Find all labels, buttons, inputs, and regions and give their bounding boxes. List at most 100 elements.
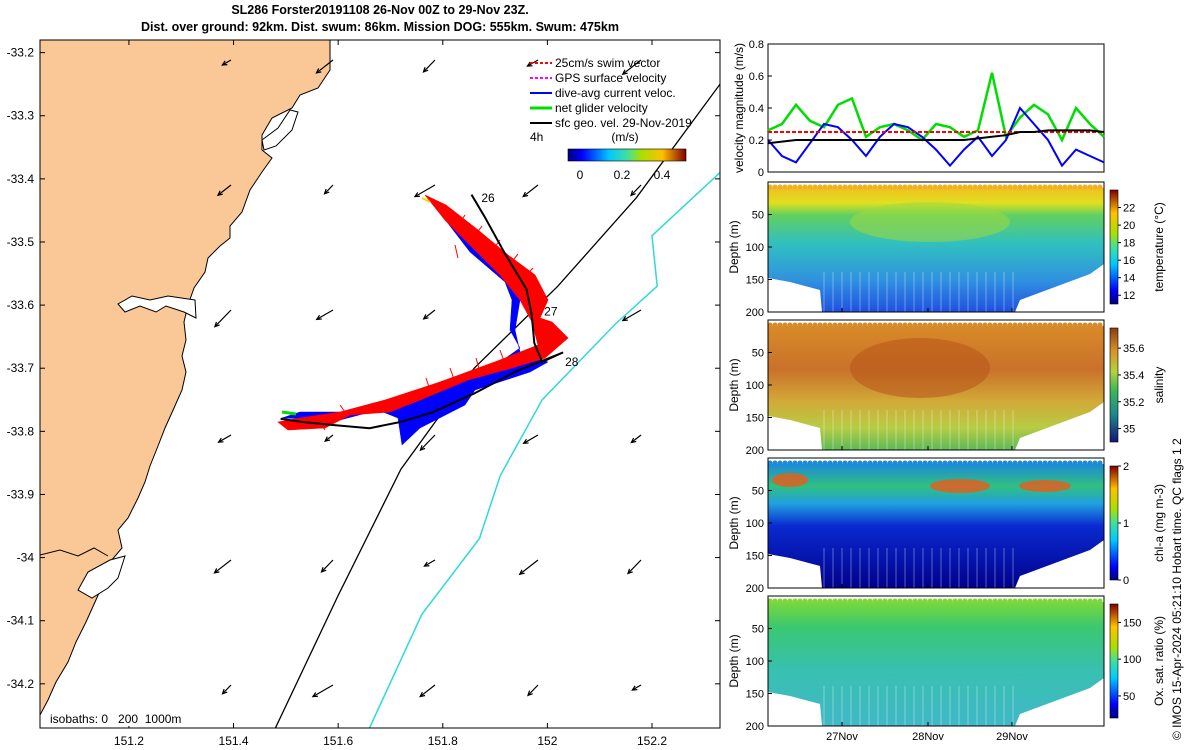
section-surface-sample [1057,184,1063,190]
geo-velocity-arrow [419,684,436,698]
section-surface-sample [962,598,968,604]
section-surface-sample [787,460,793,466]
legend-label: net glider velocity [555,101,648,115]
section-surface-sample [1087,460,1093,466]
section-surface-sample [1077,322,1083,328]
section-surface-sample [1072,460,1078,466]
section-surface-sample [832,322,838,328]
section-surface-sample [967,184,973,190]
section-surface-sample [992,598,998,604]
velocity-y-tick-label: 0.2 [749,135,764,147]
section-surface-sample [907,460,913,466]
colorbar-tick-label: 22 [1123,203,1135,215]
section-surface-sample [862,598,868,604]
section-surface-sample [1007,322,1013,328]
colorbar-tick-label: 35.4 [1123,370,1144,382]
bay-inlet [77,555,126,599]
depth-tick-label: 50 [752,210,764,222]
section-surface-sample [852,184,858,190]
section-surface-sample [1062,598,1068,604]
section-surface-sample [922,322,928,328]
depth-tick-label: 200 [746,445,764,457]
section-surface-sample [1087,184,1093,190]
section-surface-sample [992,460,998,466]
geo-velocity-arrow [621,309,642,322]
map-x-tick-label: 151.6 [323,734,353,748]
section-surface-sample [897,322,903,328]
title-line-1: SL286 Forster20191108 26-Nov 00Z to 29-N… [231,3,529,17]
section-surface-sample [1022,598,1028,604]
section-surface-sample [1052,322,1058,328]
section-surface-sample [962,460,968,466]
section-surface-sample [1027,460,1033,466]
section-surface-sample [867,460,873,466]
map-legend: 25cm/s swim vector GPS surface velocity … [530,56,692,182]
colorbar-tick-label: 35.2 [1123,397,1144,409]
section-surface-sample [827,598,833,604]
chlorophyll-maximum-patch [930,479,990,493]
legend-entry-swim-vector: 25cm/s swim vector [530,56,660,70]
section-surface-sample [1047,322,1053,328]
section-surface-sample [912,184,918,190]
section-surface-sample [972,322,978,328]
section-surface-sample [952,322,958,328]
section-surface-sample [802,322,808,328]
date-tick-label: 28Nov [912,731,944,743]
depth-tick-label: 200 [746,307,764,319]
section-surface-sample [1002,598,1008,604]
map-y-tick-label: -33.2 [7,46,35,60]
section-surface-sample [947,460,953,466]
colorbar-tick-label: 35.6 [1123,343,1144,355]
section-surface-sample [782,322,788,328]
section-surface-sample [1002,322,1008,328]
velocity-series-line [767,106,1105,168]
section-data-field [768,602,1104,726]
depth-axis-label: Depth (m) [727,634,741,687]
isobath-legend-label: isobaths: 0 200 1000m [50,712,181,726]
geo-velocity-arrow [621,59,642,76]
section-surface-sample [787,322,793,328]
section-surface-sample [977,322,983,328]
section-surface-sample [817,598,823,604]
section-surface-sample [892,598,898,604]
legend-label: sfc geo. vel. 29-Nov-2019 [555,116,692,130]
section-colorbar [1109,465,1119,581]
map-y-tick-label: -33.6 [7,298,35,312]
section-surface-sample [932,184,938,190]
map-x-tick-label: 151.2 [114,734,144,748]
geo-velocity-arrow [518,559,539,576]
map-clipped-content: 26 27 28 [40,40,720,728]
section-surface-sample [767,460,773,466]
section-surface-sample [997,598,1003,604]
section-surface-sample [857,322,863,328]
section-surface-sample [812,598,818,604]
colorbar-label: Ox. sat. ratio (%) [1152,616,1166,706]
colorbar-label: temperature (°C) [1152,202,1166,292]
section-surface-sample [887,322,893,328]
section-surface-sample [932,598,938,604]
geostrophic-velocity-arrows [213,59,642,698]
section-surface-sample [782,598,788,604]
depth-axis-label: Depth (m) [727,220,741,273]
section-surface-sample [962,184,968,190]
depth-tick-label: 100 [746,380,764,392]
land-coastline [40,40,331,716]
section-surface-sample [892,184,898,190]
section-surface-sample [817,184,823,190]
section-surface-sample [942,184,948,190]
depth-tick-label: 200 [746,721,764,733]
swim-vector-hairs [319,214,534,431]
section-surface-sample [1032,184,1038,190]
section-surface-sample [1067,184,1073,190]
section-surface-sample [772,322,778,328]
section-surface-sample [1097,598,1103,604]
section-surface-sample [1057,460,1063,466]
section-surface-sample [1022,322,1028,328]
section-surface-sample [1062,322,1068,328]
section-surface-sample [1037,598,1043,604]
section-surface-sample [1027,322,1033,328]
velocity-series-line [767,72,1105,143]
geo-velocity-arrow [216,184,232,197]
depth-tick-label: 150 [746,413,764,425]
section-surface-sample [982,322,988,328]
